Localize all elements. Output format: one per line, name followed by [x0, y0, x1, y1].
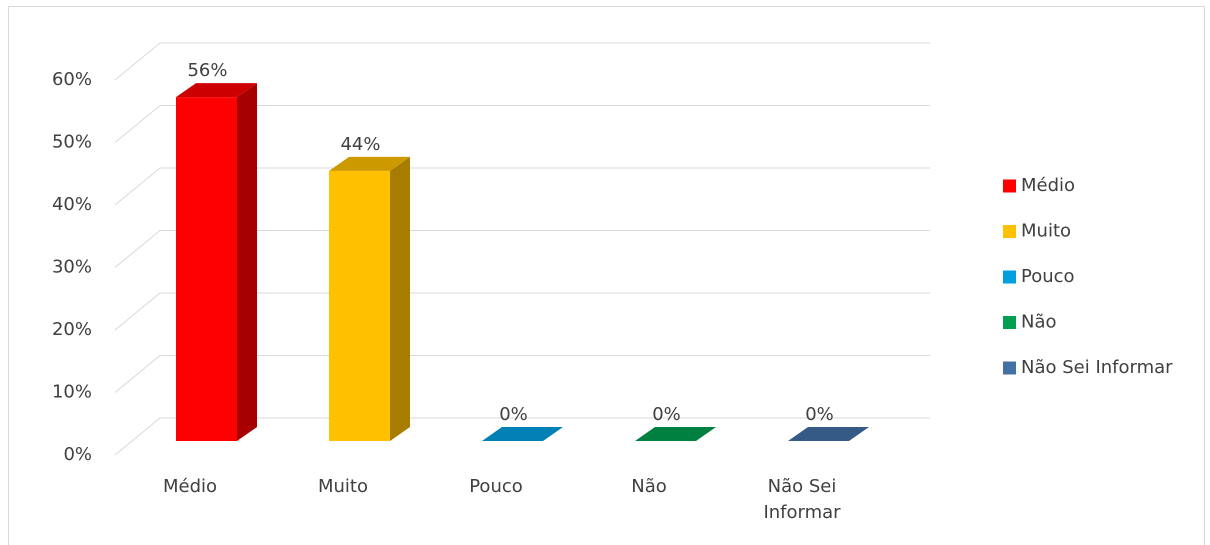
- grid-line: [114, 417, 930, 456]
- x-tick-label: Não Sei Informar: [763, 476, 841, 523]
- value-label: 0%: [652, 404, 681, 425]
- legend-swatch: [1003, 316, 1016, 329]
- y-tick-label: 10%: [52, 382, 92, 403]
- grid-line: [114, 42, 930, 81]
- chart-border: [8, 6, 1205, 545]
- value-label: 56%: [187, 60, 227, 81]
- y-tick-label: 20%: [52, 319, 92, 340]
- legend-label: Muito: [1021, 221, 1071, 242]
- legend-label: Pouco: [1021, 266, 1075, 287]
- bar: [329, 156, 410, 441]
- bar-front: [329, 170, 390, 441]
- bar-top: [482, 427, 563, 441]
- x-tick-label: Muito: [317, 476, 368, 497]
- bar-side: [390, 156, 410, 441]
- legend-swatch: [1003, 361, 1016, 375]
- value-label: 0%: [805, 404, 834, 425]
- x-tick-label: Pouco: [469, 476, 523, 497]
- legend-swatch: [1003, 225, 1016, 238]
- y-tick-label: 60%: [52, 69, 92, 90]
- y-tick-label: 40%: [52, 194, 92, 215]
- legend-label: Não: [1021, 312, 1057, 333]
- grid-line: [114, 105, 930, 143]
- bar-top: [635, 427, 716, 441]
- grid-line: [114, 355, 930, 393]
- y-tick-label: 30%: [52, 257, 92, 278]
- legend-swatch: [1003, 179, 1016, 193]
- value-label: 0%: [499, 404, 528, 425]
- bar-top: [176, 83, 257, 98]
- legend-label: Médio: [1021, 175, 1075, 196]
- bar: [482, 427, 563, 441]
- bar-side: [237, 83, 257, 441]
- grid-line: [114, 230, 930, 268]
- bar-front: [176, 97, 237, 441]
- grid-line: [114, 292, 930, 331]
- bar: [788, 427, 869, 441]
- bar: [635, 427, 716, 441]
- y-tick-label: 50%: [52, 132, 92, 153]
- x-tick-label: Médio: [162, 476, 218, 497]
- value-label: 44%: [340, 134, 380, 155]
- y-tick-label: 0%: [63, 444, 92, 465]
- bar-top: [329, 156, 410, 171]
- legend-swatch: [1003, 270, 1016, 284]
- legend-label: Não Sei Informar: [1021, 357, 1173, 378]
- bar-top: [788, 427, 869, 441]
- bar: [176, 83, 257, 441]
- x-tick-label: Não: [631, 476, 667, 497]
- grid-line: [114, 167, 930, 206]
